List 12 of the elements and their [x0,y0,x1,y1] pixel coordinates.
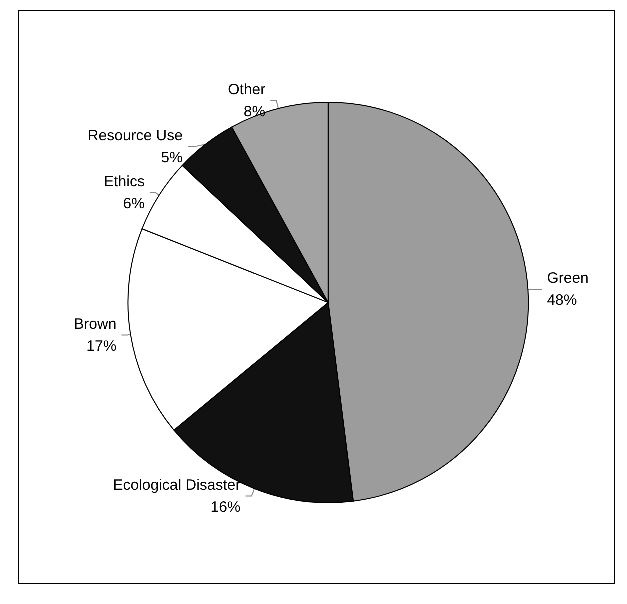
slice-label: Other [228,82,266,99]
data-label: 17% [86,338,117,355]
data-label: 8% [244,104,266,121]
slice-label: Brown [74,316,117,333]
data-label: 5% [161,150,183,167]
slice-label: Resource Use [88,128,183,145]
data-label: 16% [210,498,241,516]
slice-label: Ecological Disaster [113,476,241,494]
data-label: 48% [547,292,578,310]
data-label: 6% [123,196,145,213]
slice-label: Ethics [104,174,145,191]
slice-label: Green [547,270,589,288]
